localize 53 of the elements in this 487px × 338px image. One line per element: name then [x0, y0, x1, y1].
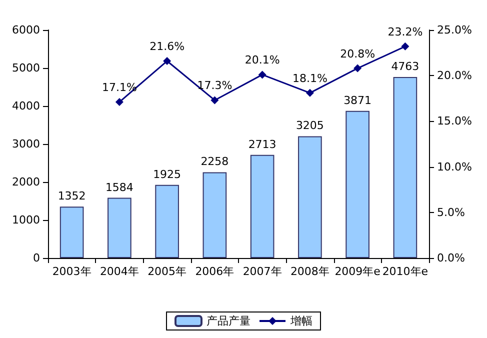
data-label: 18.1% [292, 72, 328, 85]
bar [60, 206, 84, 258]
y-tick-label: 1000 [12, 214, 40, 226]
data-label: 23.2% [388, 25, 423, 38]
y2-tick-label: 10.0% [437, 160, 472, 174]
x-tick-label: 2007年 [242, 265, 282, 278]
point [115, 98, 124, 106]
bar [298, 136, 322, 258]
y2-tick-label: 25.0% [437, 24, 472, 36]
data-label: 1352 [58, 190, 86, 203]
data-label: 17.3% [197, 79, 232, 92]
data-label: 2713 [248, 138, 276, 151]
data-label: 17.1% [102, 81, 137, 94]
y2-tick-label: 5.0% [437, 206, 465, 219]
data-label: 20.1% [244, 54, 280, 67]
data-label: 1584 [105, 180, 134, 194]
y-tick-label: 6000 [12, 24, 40, 36]
y-tick-label: 4000 [12, 100, 40, 112]
x-tick-label: 2010年e [382, 265, 428, 278]
point [306, 88, 314, 97]
data-label: 4763 [391, 60, 420, 74]
data-label: 21.6% [150, 40, 185, 54]
data-label: 20.8% [340, 47, 376, 60]
point [401, 42, 410, 50]
bar [393, 77, 418, 258]
bar [108, 198, 132, 258]
legend-label: 产品产量 [206, 314, 250, 328]
bar [202, 172, 227, 258]
legend-label: 增幅 [290, 314, 312, 328]
x-tick-label: 2005年 [148, 265, 187, 278]
x-tick-label: 2009年e [334, 265, 381, 278]
x-tick-label: 2006年 [195, 265, 234, 278]
data-label: 3871 [344, 94, 372, 107]
y-tick-label: 3000 [12, 138, 40, 150]
point [163, 57, 172, 66]
x-tick-label: 2008年 [290, 265, 330, 278]
data-label: 3205 [296, 119, 324, 132]
point [258, 70, 266, 79]
bar [155, 184, 179, 258]
bar [250, 154, 274, 258]
y-tick-label: 0 [33, 252, 40, 264]
y-tick-label: 5000 [12, 62, 40, 74]
point [210, 96, 219, 104]
x-tick-label: 2003年 [52, 265, 92, 278]
data-label: 2258 [200, 155, 229, 168]
y2-tick-label: 0.0% [437, 252, 465, 264]
y2-tick-label: 15.0% [437, 114, 472, 128]
y-tick-label: 2000 [12, 176, 40, 188]
bar [346, 110, 370, 258]
x-tick-label: 2004年 [100, 265, 139, 278]
point [354, 64, 362, 72]
data-label: 1925 [153, 168, 182, 181]
y2-tick-label: 20.0% [437, 69, 472, 82]
